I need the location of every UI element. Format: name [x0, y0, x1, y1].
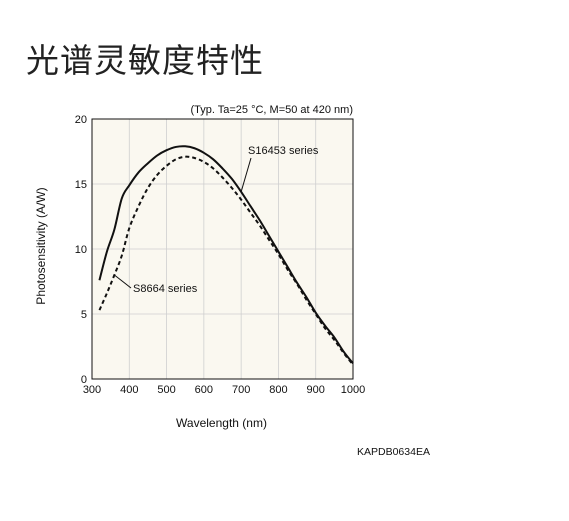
y-tick-label: 0	[81, 374, 87, 386]
x-tick-label: 300	[83, 384, 101, 396]
series-line-s16453	[98, 145, 354, 365]
series-layer	[98, 145, 354, 366]
series-label: S16453 series	[248, 145, 319, 157]
ticks: 300 400 500 600 700 800 900 1000 0 5 10 15 20	[75, 114, 365, 396]
x-tick-label: 1000	[341, 384, 365, 396]
series-labels: S16453 series S8664 series	[114, 145, 319, 295]
x-axis-label: Wavelength (nm)	[176, 416, 267, 430]
series-leader-line	[114, 274, 132, 289]
conditions-note: (Typ. Ta=25 °C, M=50 at 420 nm)	[190, 104, 353, 116]
y-tick-label: 20	[75, 114, 87, 126]
y-tick-label: 15	[75, 179, 87, 191]
y-tick-label: 10	[75, 244, 87, 256]
figure-code: KAPDB0634EA	[357, 446, 430, 458]
plot-frame	[91, 118, 354, 380]
x-tick-label: 800	[269, 384, 287, 396]
x-tick-label: 500	[157, 384, 175, 396]
series-label: S8664 series	[133, 283, 198, 295]
x-tick-label: 600	[195, 384, 213, 396]
x-tick-label: 700	[232, 384, 250, 396]
y-axis-label: Photosensitivity (A/W)	[34, 187, 48, 304]
x-tick-label: 900	[307, 384, 325, 396]
page-title: 光谱灵敏度特性	[26, 41, 264, 80]
x-tick-label: 400	[120, 384, 138, 396]
series-line-s8664	[98, 155, 354, 366]
y-tick-label: 5	[81, 309, 87, 321]
series-leader-line	[240, 157, 252, 192]
